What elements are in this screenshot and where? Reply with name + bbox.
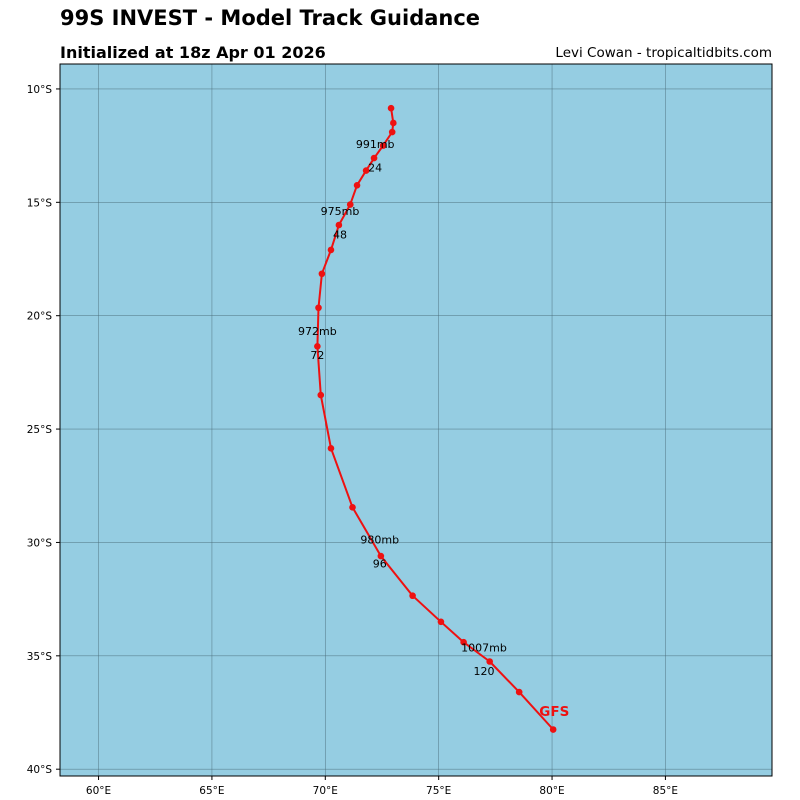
track-annotation: 48	[333, 229, 347, 242]
track-point	[486, 658, 493, 665]
lat-tick-label: 20°S	[27, 311, 53, 323]
map-frame	[59, 63, 773, 777]
lon-tick-label: 85°E	[653, 785, 678, 797]
track-annotations: 991mb 24 975mb 48 972mb 72 980mb 96 1007mb 120 GFS	[298, 138, 569, 720]
track-annotation: 120	[474, 665, 495, 678]
lon-tick-label: 70°E	[313, 785, 338, 797]
track-annotation: 96	[373, 557, 387, 570]
track-annotation: 975mb	[321, 205, 360, 218]
track-point	[318, 270, 326, 278]
track-point	[317, 391, 325, 399]
lon-tick-label: 75°E	[426, 785, 451, 797]
track-point	[377, 552, 385, 560]
lat-tick-label: 40°S	[27, 764, 53, 776]
track-point	[349, 503, 356, 511]
lat-tick-label: 25°S	[27, 424, 53, 436]
track-point	[346, 201, 354, 208]
graticule	[60, 64, 772, 776]
track-point	[314, 343, 321, 350]
track-point	[362, 167, 370, 174]
model-label: GFS	[539, 704, 569, 720]
lon-tick-label: 65°E	[199, 785, 224, 797]
lat-tick-label: 10°S	[27, 84, 53, 96]
track-point	[353, 182, 361, 189]
chart-title: 99S INVEST - Model Track Guidance	[60, 6, 481, 30]
track-point	[460, 638, 467, 646]
track-annotation: 980mb	[360, 534, 399, 547]
track-annotation: 1007mb	[461, 641, 507, 654]
lat-tick-label: 30°S	[27, 537, 53, 549]
track-point	[370, 154, 378, 162]
track-annotation: 991mb	[356, 138, 395, 151]
track-annotation: 72	[310, 349, 324, 362]
track-annotation: 24	[368, 162, 382, 175]
track-point	[549, 726, 557, 733]
track-point	[437, 618, 445, 626]
track-point	[390, 119, 397, 127]
track-point	[327, 246, 335, 254]
init-time-subtitle: Initialized at 18z Apr 01 2026	[60, 43, 326, 62]
track-point	[315, 304, 322, 312]
lon-tick-label: 80°E	[539, 785, 564, 797]
gfs-track	[314, 104, 557, 733]
axis-ticks: 60°E 65°E 70°E 75°E 80°E 85°E 10°S 15°S 20°S 25°S…	[27, 84, 678, 797]
track-point	[335, 221, 343, 229]
track-point	[387, 104, 395, 112]
track-point	[327, 445, 335, 452]
lat-tick-label: 35°S	[27, 651, 53, 663]
track-point	[379, 142, 387, 149]
track-point	[388, 128, 396, 136]
credit-text: Levi Cowan - tropicaltidbits.com	[555, 45, 772, 61]
track-annotation: 972mb	[298, 325, 337, 338]
lat-tick-label: 15°S	[27, 197, 53, 209]
track-point	[409, 592, 416, 600]
lon-tick-label: 60°E	[86, 785, 111, 797]
track-point	[515, 688, 523, 696]
ocean-background	[60, 64, 772, 776]
